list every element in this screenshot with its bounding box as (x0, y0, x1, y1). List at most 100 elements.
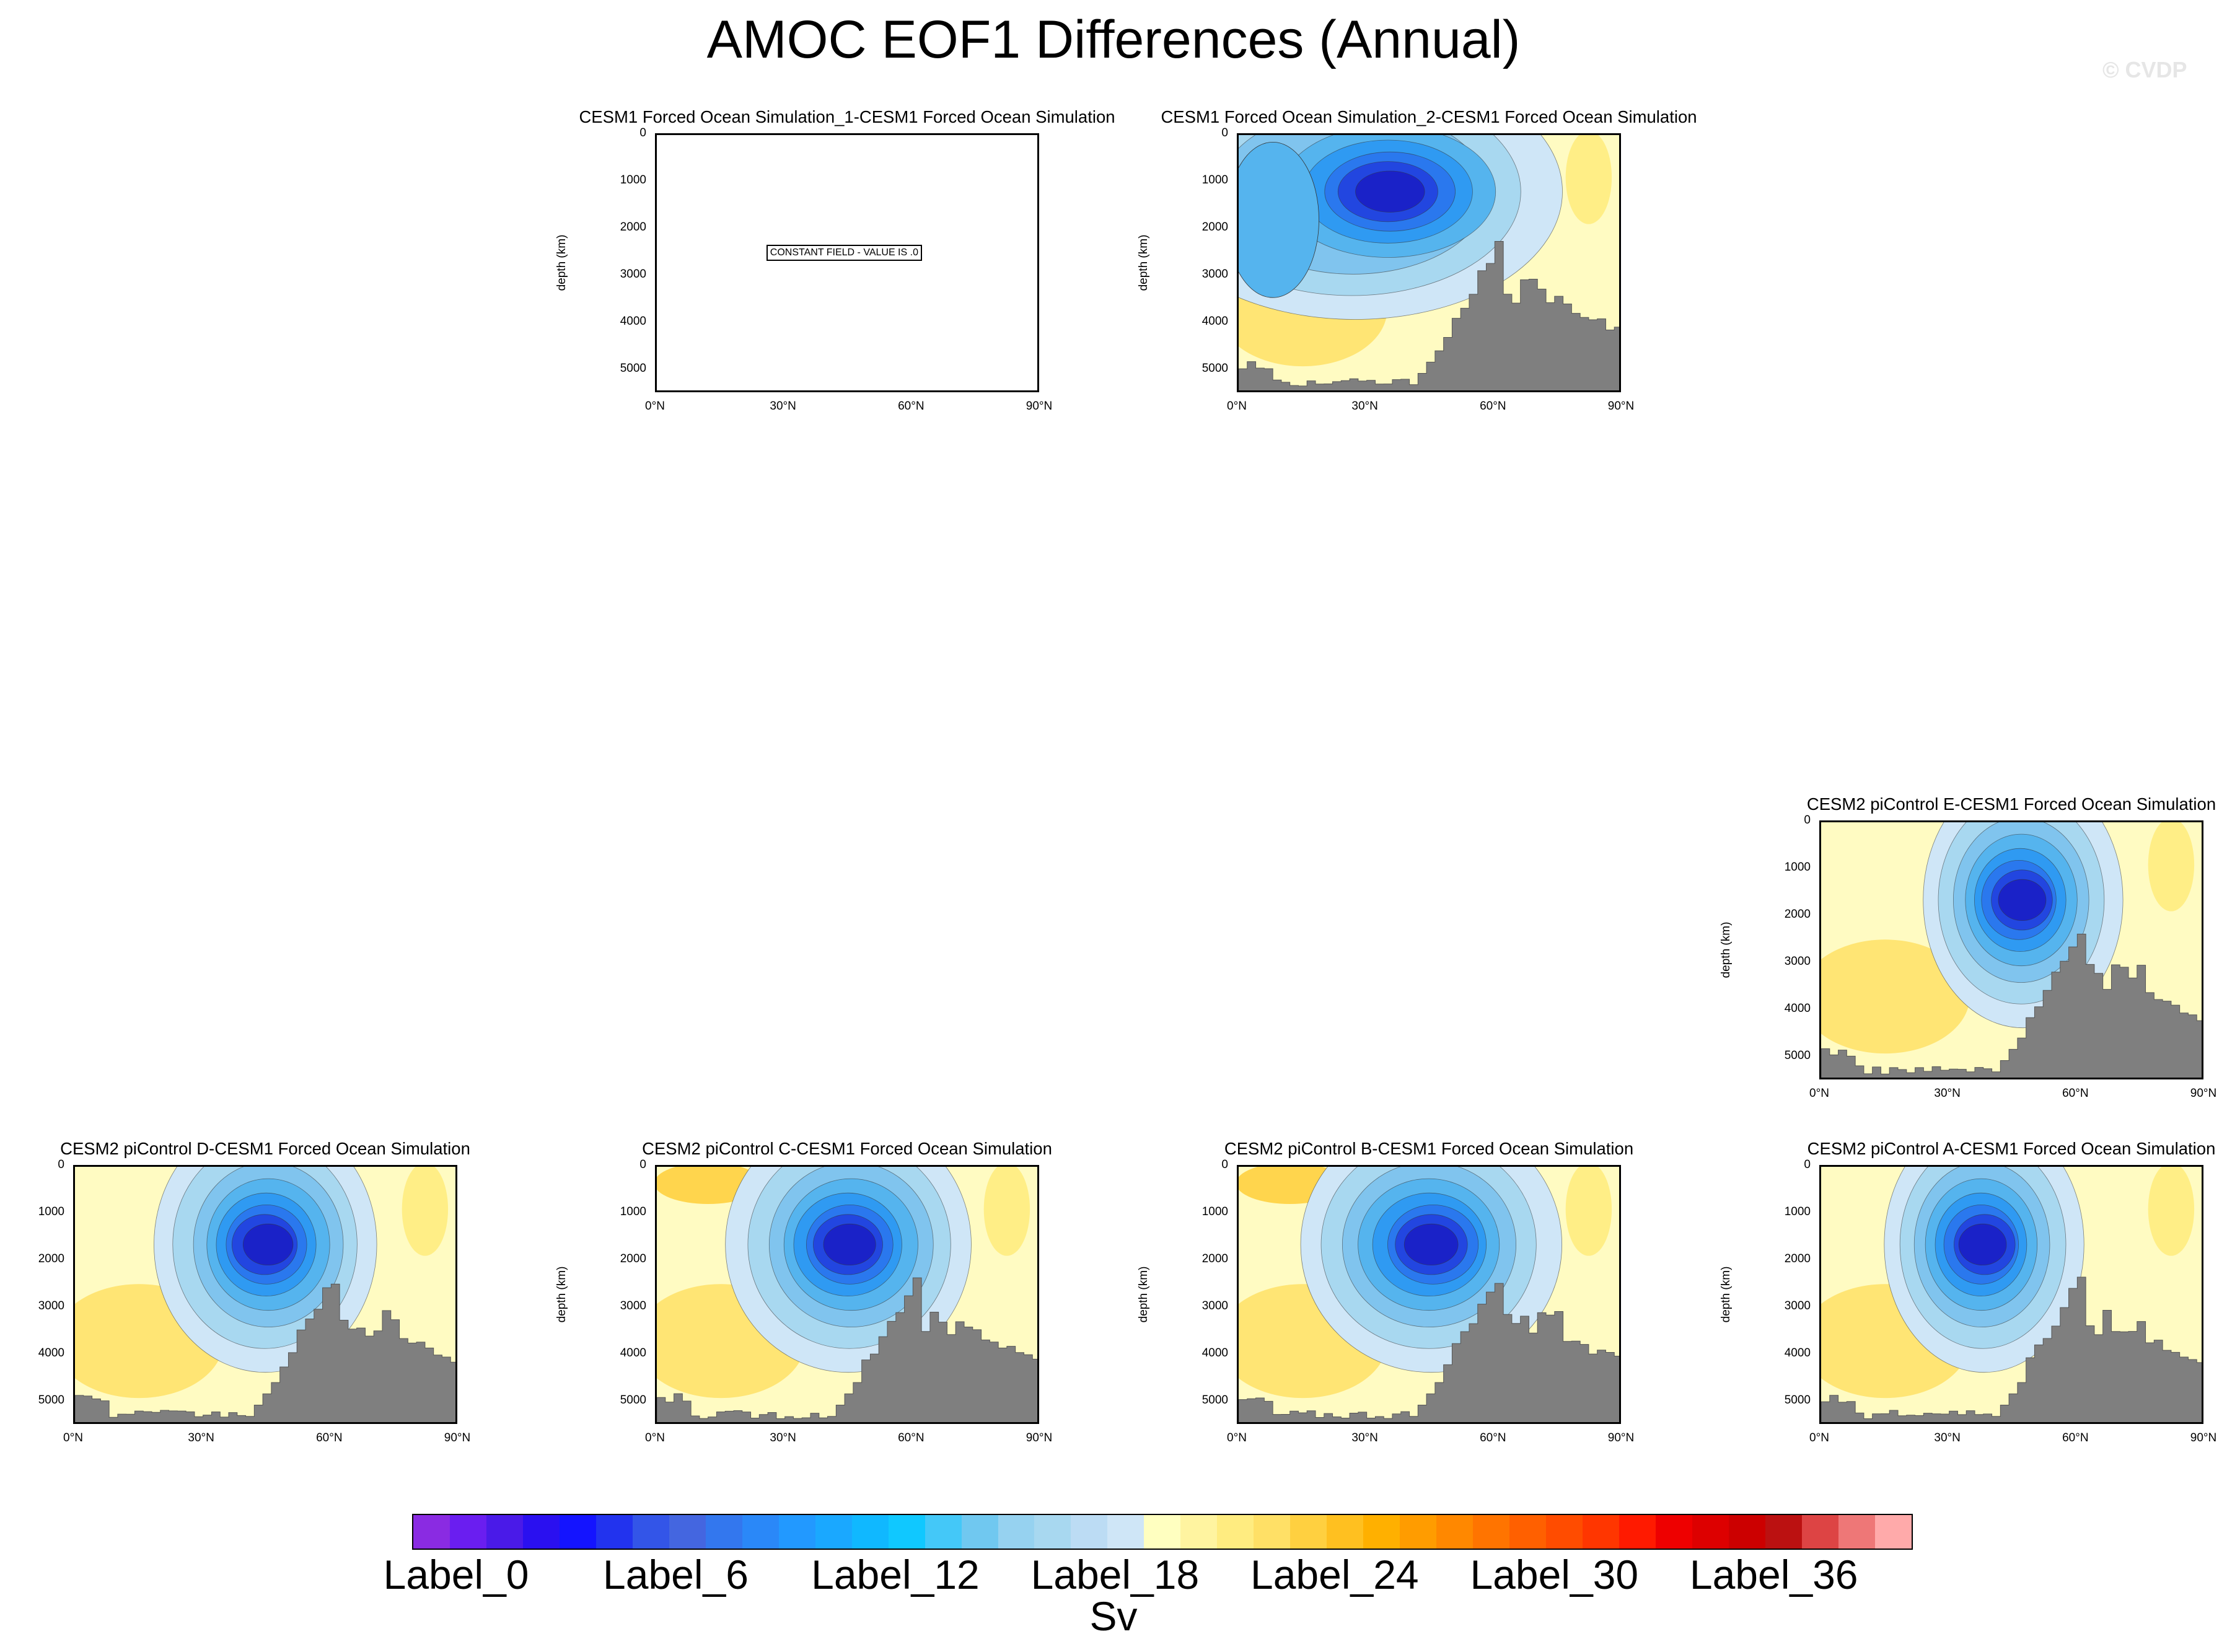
y-tick-label: 0 (1221, 126, 1228, 139)
y-tick-label: 1000 (38, 1205, 64, 1218)
plot-area (73, 1165, 457, 1424)
y-tick-label: 0 (639, 126, 646, 139)
colorbar-swatch (998, 1515, 1035, 1549)
y-axis-label: depth (km) (1137, 1266, 1150, 1323)
colorbar-swatch (669, 1515, 706, 1549)
x-tick-label: 90°N (2190, 1087, 2217, 1100)
x-tick-label: 90°N (1026, 400, 1053, 413)
y-tick-label: 1000 (1784, 1205, 1811, 1218)
panel-title: CESM2 piControl A-CESM1 Forced Ocean Sim… (1807, 1139, 2216, 1158)
colorbar-swatch (595, 1515, 633, 1549)
y-tick-label: 1000 (1201, 1205, 1228, 1218)
y-tick-label: 0 (639, 1158, 646, 1171)
y-tick-label: 0 (1804, 814, 1811, 827)
contour-plot (657, 135, 1039, 392)
bathymetry (75, 1283, 455, 1422)
y-tick-label: 2000 (1784, 1252, 1811, 1265)
bathymetry (1821, 1276, 2202, 1422)
x-tick-label: 0°N (1809, 1087, 1829, 1100)
colorbar-swatch (925, 1515, 962, 1549)
plot-area (1237, 1165, 1621, 1424)
y-tick-label: 5000 (38, 1394, 64, 1407)
bathymetry (1239, 240, 1619, 390)
x-tick-label: 0°N (63, 1431, 83, 1444)
colorbar-swatch (1034, 1515, 1071, 1549)
x-tick-label: 60°N (898, 400, 925, 413)
colorbar-swatch (1874, 1515, 1912, 1549)
y-tick-label: 3000 (620, 1299, 646, 1312)
colorbar-swatch (1509, 1515, 1547, 1549)
y-tick-label: 4000 (1784, 1002, 1811, 1015)
colorbar-swatch (522, 1515, 560, 1549)
contour-band (1355, 170, 1425, 213)
y-tick-label: 5000 (1201, 362, 1228, 375)
y-tick-label: 2000 (620, 1252, 646, 1265)
x-tick-label: 90°N (1607, 400, 1635, 413)
colorbar-swatch (1290, 1515, 1327, 1549)
colorbar-label: Label_36 (1689, 1552, 1858, 1597)
y-tick-label: 3000 (38, 1299, 64, 1312)
constant-field-label: CONSTANT FIELD - VALUE IS .0 (766, 244, 922, 261)
panel-title: CESM1 Forced Ocean Simulation_2-CESM1 Fo… (1161, 107, 1697, 126)
y-tick-label: 3000 (1201, 268, 1228, 281)
y-axis-label: depth (km) (1720, 1266, 1733, 1323)
y-axis-label: depth (km) (555, 234, 568, 291)
warm-anomaly (1565, 1167, 1612, 1256)
colorbar-swatch (778, 1515, 815, 1549)
colorbar-swatch (1692, 1515, 1729, 1549)
colorbar-swatch (1254, 1515, 1291, 1549)
x-tick-label: 30°N (770, 1431, 796, 1444)
colorbar-swatch (1655, 1515, 1692, 1549)
contour-plot (1239, 1167, 1619, 1422)
panel-title: CESM2 piControl E-CESM1 Forced Ocean Sim… (1806, 794, 2216, 814)
contour-band (1958, 1223, 2007, 1266)
colorbar-swatch (1765, 1515, 1802, 1549)
x-tick-label: 90°N (1026, 1431, 1053, 1444)
x-tick-label: 60°N (2062, 1087, 2089, 1100)
y-tick-label: 4000 (1201, 315, 1228, 328)
colorbar-swatch (1071, 1515, 1108, 1549)
contour-band (1239, 142, 1319, 298)
colorbar-label: Label_6 (603, 1552, 749, 1597)
colorbar-swatch (1436, 1515, 1474, 1549)
bathymetry (1239, 1283, 1619, 1422)
x-tick-label: 60°N (898, 1431, 925, 1444)
colorbar-swatch (413, 1515, 450, 1549)
contour-plot (75, 1167, 455, 1422)
panel-title: CESM2 piControl B-CESM1 Forced Ocean Sim… (1224, 1139, 1634, 1158)
colorbar-swatch (1327, 1515, 1364, 1549)
colorbar-swatch (1363, 1515, 1400, 1549)
contour-band (1403, 1223, 1459, 1266)
panel-title: CESM2 piControl D-CESM1 Forced Ocean Sim… (60, 1139, 470, 1158)
x-tick-label: 30°N (770, 400, 796, 413)
contour-band (823, 1223, 876, 1266)
colorbar-label: Label_24 (1250, 1552, 1419, 1597)
colorbar-swatch (961, 1515, 998, 1549)
y-tick-label: 5000 (620, 362, 646, 375)
y-tick-label: 2000 (620, 221, 646, 234)
warm-anomaly (1821, 939, 1970, 1054)
colorbar-swatch (1801, 1515, 1838, 1549)
y-tick-label: 3000 (620, 268, 646, 281)
plot-area (655, 1165, 1039, 1424)
colorbar-label: Label_12 (811, 1552, 980, 1597)
y-tick-label: 4000 (620, 1347, 646, 1360)
y-tick-label: 4000 (1784, 1347, 1811, 1360)
colorbar-swatch (1728, 1515, 1765, 1549)
contour-plot (1821, 1167, 2202, 1422)
warm-anomaly (2148, 1167, 2195, 1256)
colorbar-swatch (449, 1515, 486, 1549)
bathymetry (657, 1277, 1037, 1422)
plot-area (1819, 820, 2203, 1079)
x-tick-label: 30°N (1934, 1431, 1961, 1444)
y-tick-label: 5000 (620, 1394, 646, 1407)
x-tick-label: 60°N (1480, 400, 1506, 413)
x-tick-label: 30°N (1351, 1431, 1378, 1444)
colorbar-swatch (815, 1515, 852, 1549)
x-tick-label: 0°N (1227, 1431, 1247, 1444)
y-tick-label: 4000 (620, 315, 646, 328)
colorbar-swatch (632, 1515, 669, 1549)
contour-band (1998, 879, 2047, 921)
panel-title: CESM2 piControl C-CESM1 Forced Ocean Sim… (642, 1139, 1052, 1158)
y-tick-label: 0 (1804, 1158, 1811, 1171)
